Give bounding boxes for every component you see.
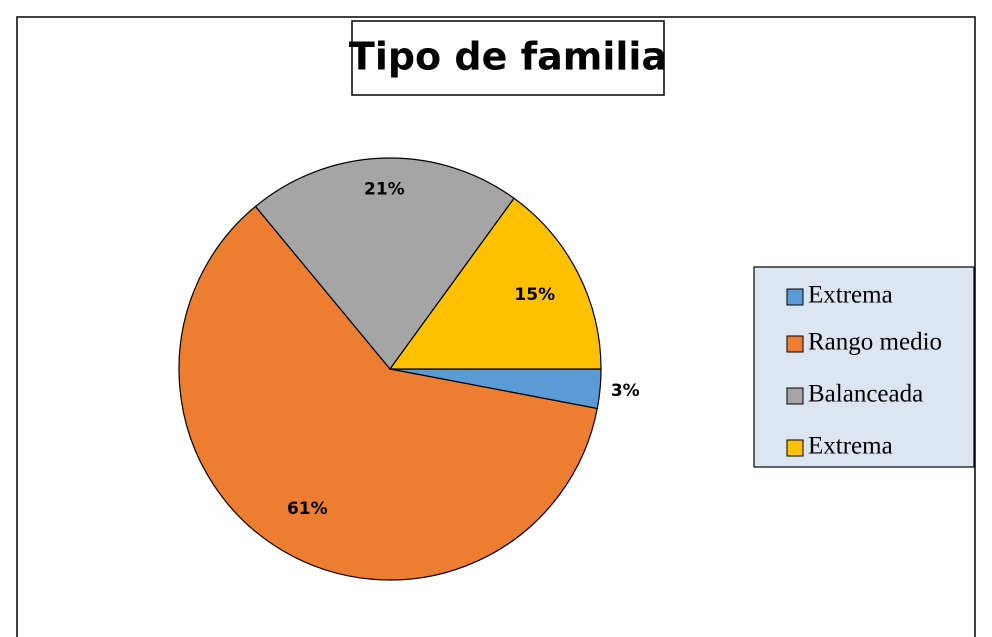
title-box [351, 20, 665, 96]
data-label: 15% [514, 285, 555, 305]
legend-swatch [786, 288, 804, 306]
legend-label: Extrema [808, 282, 893, 309]
legend-label: Extrema [808, 433, 893, 460]
pie-slice [388, 197, 602, 370]
chart-title: Tipo de familia [349, 35, 667, 79]
data-label: 3% [611, 381, 640, 401]
legend-label: Rango medio [808, 329, 942, 356]
pie-slice [254, 157, 515, 370]
legend-swatch [786, 387, 804, 405]
data-label: 21% [364, 180, 405, 200]
legend-swatch [786, 335, 804, 353]
legend-swatch [786, 439, 804, 457]
data-label: 61% [287, 499, 328, 519]
legend-label: Balanceada [808, 381, 923, 408]
pie-slice [178, 205, 598, 581]
